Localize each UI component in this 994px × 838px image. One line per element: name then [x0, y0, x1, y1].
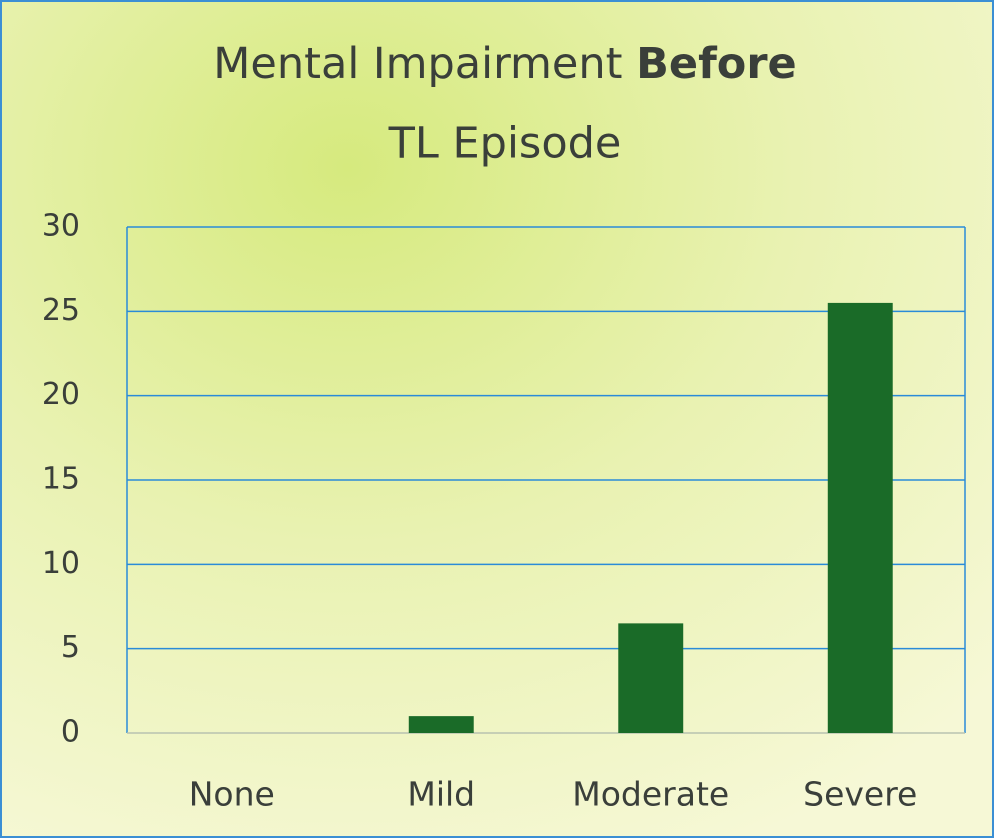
title-part: Before — [636, 39, 797, 89]
x-tick-label: Moderate — [572, 775, 729, 814]
title-part: Mental Impairment — [213, 39, 622, 89]
x-tick-label: Mild — [407, 775, 475, 814]
y-tick-label: 20 — [42, 377, 80, 412]
chart-title: Mental Impairment Before — [213, 39, 796, 89]
y-tick-label: 30 — [42, 209, 80, 244]
y-tick-label: 0 — [61, 715, 80, 750]
x-tick-label: None — [189, 775, 275, 814]
bar — [408, 716, 474, 733]
y-tick-label: 25 — [42, 293, 80, 328]
y-tick-label: 15 — [42, 462, 80, 497]
x-tick-label: Severe — [803, 775, 917, 814]
y-tick-label: 5 — [61, 630, 80, 665]
bar — [827, 302, 893, 733]
y-tick-label: 10 — [42, 546, 80, 581]
chart-title: TL Episode — [388, 119, 622, 169]
bar — [618, 623, 684, 733]
